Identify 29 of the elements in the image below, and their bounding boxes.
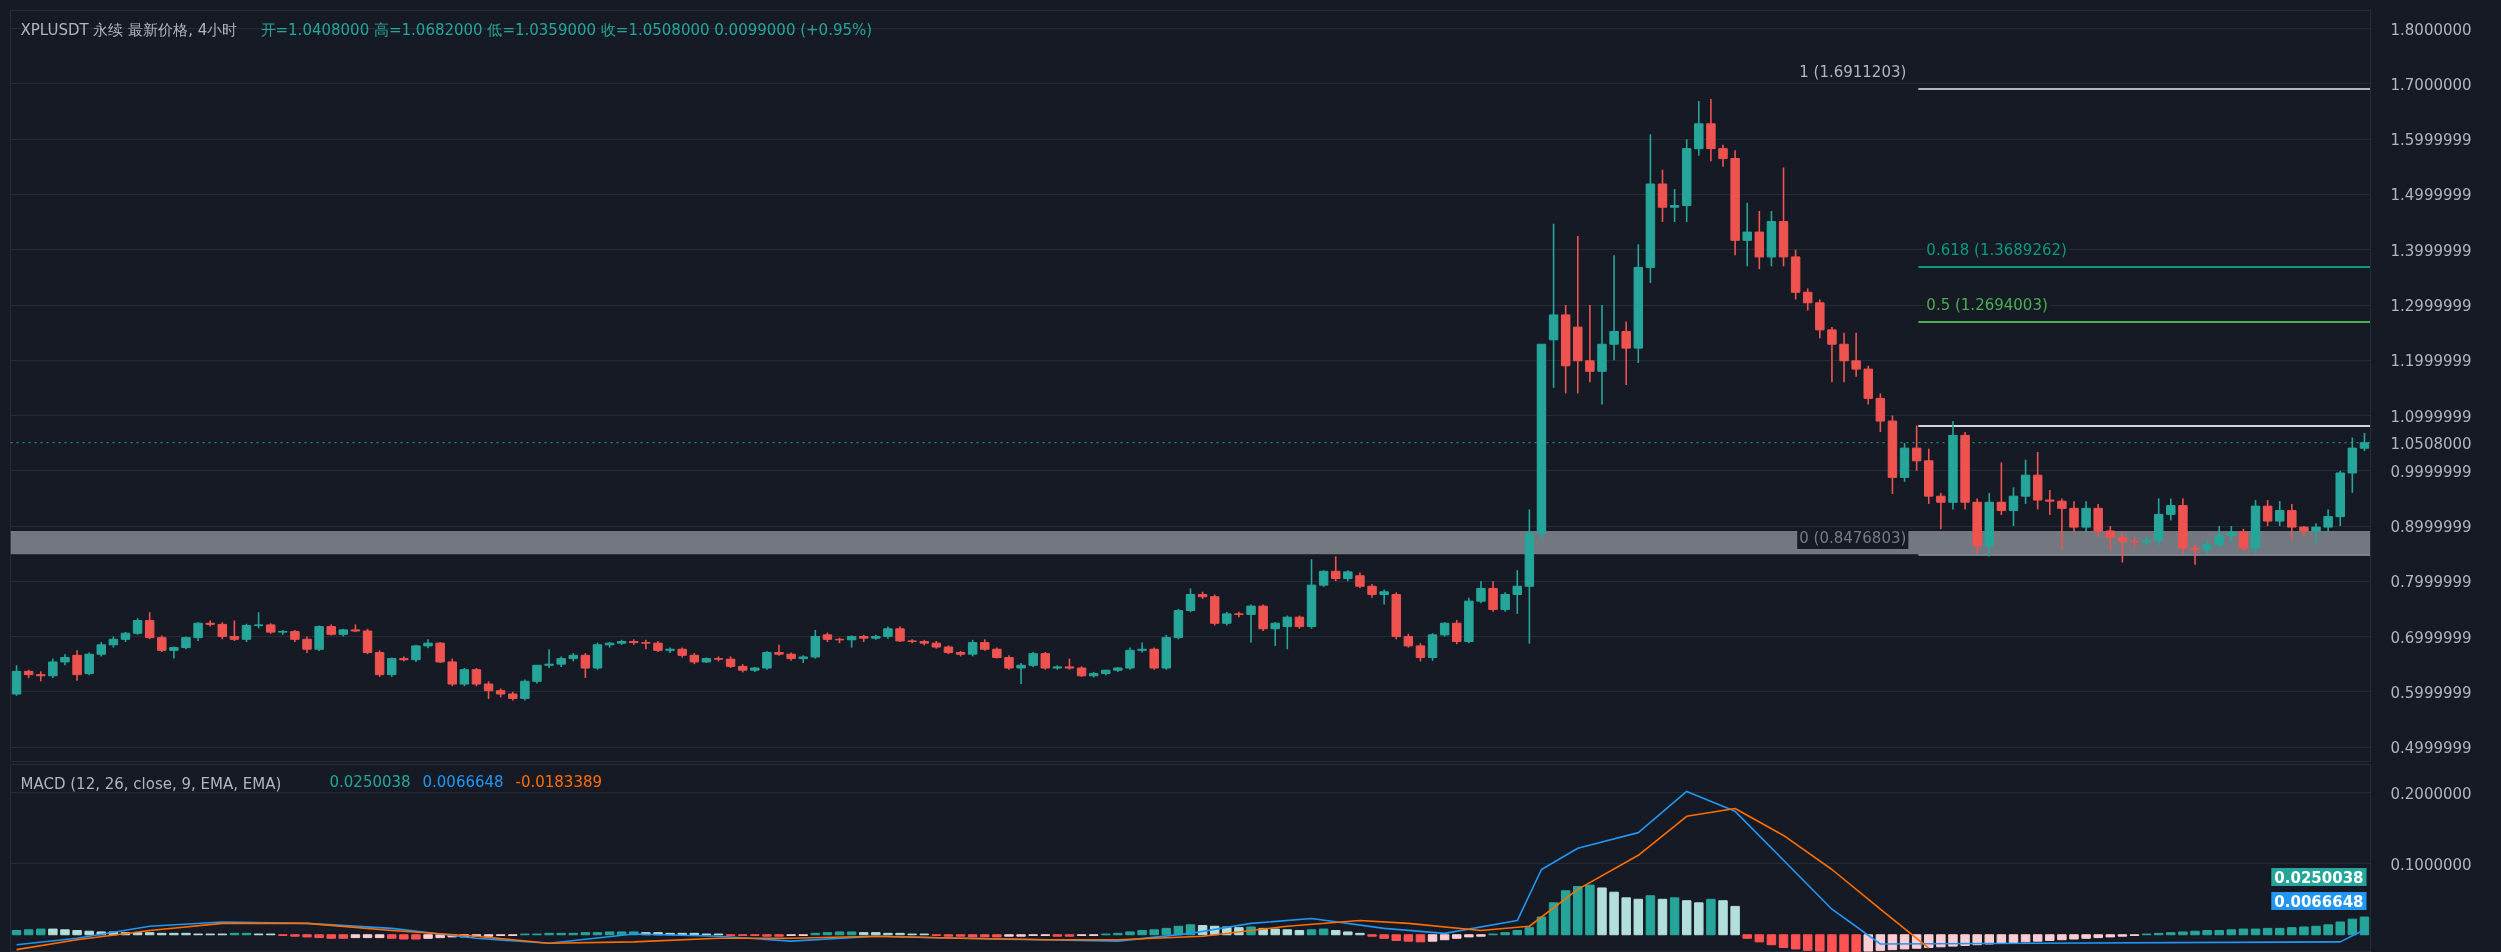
y-tick-label: 0.9999999: [2390, 462, 2472, 481]
y-tick-label: 1.0999999: [2390, 407, 2472, 426]
ref-line-label: 0.618 (1.3689262): [1926, 240, 2067, 259]
y-tick-label: 0.6999999: [2390, 628, 2472, 647]
y-tick-label: 0.7999999: [2390, 573, 2472, 592]
y-tick-label: 1.3999999: [2390, 241, 2472, 260]
annotation: 0.0250038: [329, 772, 411, 791]
y-tick-label: 1.8000000: [2390, 20, 2472, 39]
text: XPLUSDT 永续 最新价格, 4小时: [20, 20, 238, 39]
y-tick-label: 1.2999999: [2390, 297, 2472, 315]
text: 开=1.0408000 高=1.0682000 低=1.0359000 收=1.0508000 0.0099000 (+0.95%): [260, 20, 873, 39]
y-tick-label: 1.7000000: [2390, 75, 2472, 94]
y-tick-label: 0.1000000: [2390, 855, 2472, 874]
ref-line-label: 1.0508000: [2390, 434, 2472, 453]
y-tick-label: 0.2000000: [2390, 784, 2472, 803]
text: MACD (12, 26, close, 9, EMA, EMA): [20, 774, 282, 793]
annotation: -0.0183389: [515, 772, 603, 791]
y-tick-label: 1.4999999: [2390, 186, 2472, 205]
annotation: 0.0066648: [422, 772, 504, 791]
ref-line-label: 0 (0.8476803): [1799, 528, 1907, 547]
y-tick-label: 0.5999999: [2390, 683, 2472, 702]
annotation: 0.0250038: [2274, 869, 2364, 888]
y-tick-label: 0.8999999: [2390, 518, 2472, 537]
ref-line-label: 1 (1.6911203): [1799, 62, 1907, 81]
y-tick-label: 0.4999999: [2390, 739, 2472, 758]
y-tick-label: 1.5999999: [2390, 131, 2472, 150]
y-tick-label: 1.1999999: [2390, 352, 2472, 371]
annotation: 0.0066648: [2274, 893, 2364, 912]
ref-line-label: 0.5 (1.2694003): [1926, 295, 2048, 314]
